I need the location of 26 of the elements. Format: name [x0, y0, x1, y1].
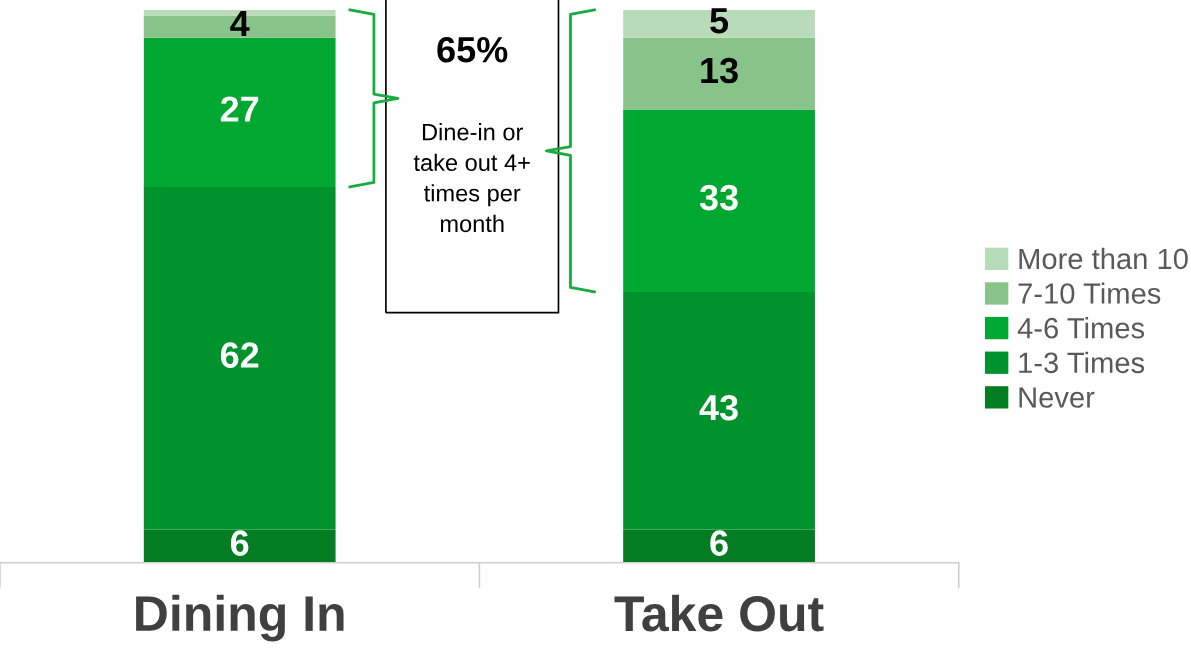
bar — [623, 109, 815, 292]
legend-label: 4-6 Times — [1017, 317, 1145, 339]
bar — [143, 186, 336, 530]
x-tick-label: Take Out — [614, 594, 824, 632]
data-label: 62 — [220, 342, 259, 368]
bar — [143, 529, 336, 563]
bar — [623, 529, 815, 563]
bar — [623, 9, 815, 38]
legend-label: More than 10 — [1019, 247, 1188, 270]
data-label: 43 — [699, 394, 738, 421]
annotation: 65% — [437, 36, 508, 63]
bar — [143, 37, 336, 187]
legend-label: 1-3 Times — [1019, 351, 1145, 374]
data-label: 4 — [230, 11, 250, 36]
data-label: 6 — [710, 530, 728, 556]
legend-label: 7-10 Times — [1018, 282, 1161, 304]
bar — [623, 291, 815, 530]
legend-label: Never — [1019, 387, 1095, 408]
data-label: 27 — [220, 96, 259, 122]
data-label: 13 — [701, 57, 738, 84]
bar — [623, 37, 815, 110]
x-tick-label: Dining In — [136, 594, 344, 642]
data-label: 5 — [710, 8, 729, 34]
data-label: 33 — [699, 184, 738, 211]
data-label: 6 — [230, 530, 249, 556]
annotation: Dine-in or take out 4+ times per month — [413, 123, 530, 233]
